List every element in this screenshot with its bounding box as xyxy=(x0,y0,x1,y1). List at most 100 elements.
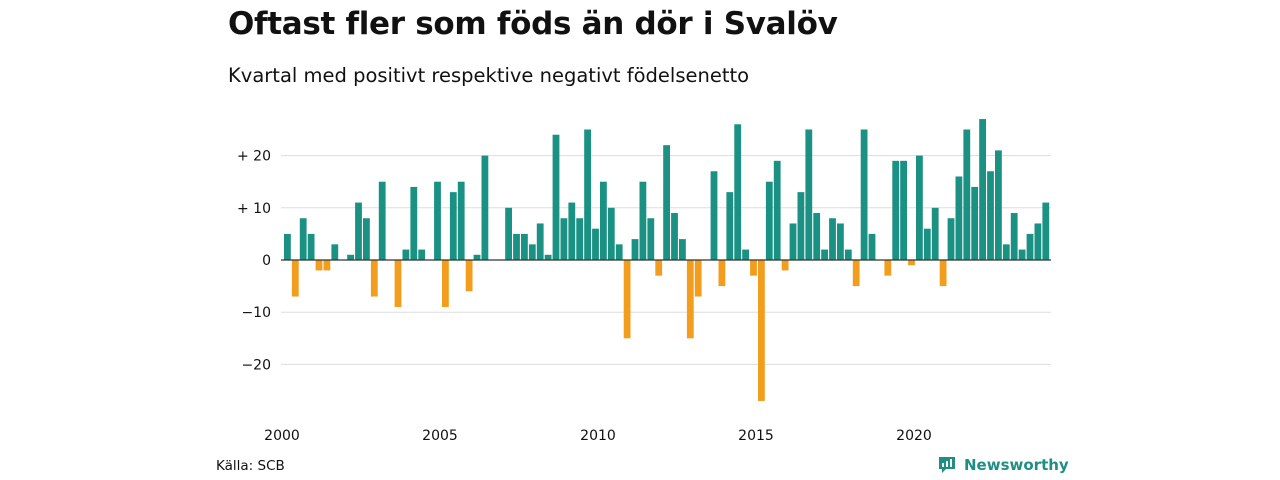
bar-positive xyxy=(284,233,291,260)
bar-positive xyxy=(710,171,718,260)
newsworthy-logo-icon xyxy=(939,457,955,473)
bar-positive xyxy=(552,134,560,260)
bar-positive xyxy=(449,192,457,260)
bar-positive xyxy=(584,129,591,260)
bar-positive xyxy=(402,249,410,260)
bar-positive xyxy=(829,218,836,260)
bar-negative xyxy=(323,260,331,271)
newsworthy-brand[interactable]: Newsworthy xyxy=(937,455,1069,475)
bar-positive xyxy=(521,233,528,260)
bar-positive xyxy=(347,254,354,260)
bar-positive xyxy=(1018,249,1026,260)
bar-positive xyxy=(592,228,599,260)
bar-positive xyxy=(481,155,489,260)
bar-negative xyxy=(655,260,663,276)
bar-positive xyxy=(844,249,852,260)
bars xyxy=(284,119,1050,401)
bar-positive xyxy=(505,207,512,260)
x-tick-label: 2010 xyxy=(580,428,616,444)
bar-positive xyxy=(513,233,520,260)
bar-positive xyxy=(900,160,907,260)
bar-positive xyxy=(742,249,749,260)
bar-negative xyxy=(750,260,757,276)
bar-positive xyxy=(639,181,647,260)
y-tick-label: −20 xyxy=(241,357,271,373)
bar-positive xyxy=(963,129,971,260)
bar-positive xyxy=(837,223,844,260)
x-tick-label: 2020 xyxy=(896,428,932,444)
bar-negative xyxy=(623,260,631,339)
bar-negative xyxy=(442,260,449,307)
bar-positive xyxy=(1002,244,1010,260)
bar-negative xyxy=(758,260,765,401)
y-tick-label: 0 xyxy=(262,253,271,269)
y-tick-label: + 10 xyxy=(237,201,271,217)
bar-negative xyxy=(291,260,299,297)
bar-negative xyxy=(884,260,892,276)
bar-positive xyxy=(457,181,465,260)
bar-positive xyxy=(363,218,370,260)
bar-negative xyxy=(939,260,947,287)
bar-positive xyxy=(663,145,670,260)
y-axis-ticks: + 20 + 10 0 −10 −20 xyxy=(237,149,271,374)
bar-positive xyxy=(410,186,418,260)
bar-positive xyxy=(955,176,963,260)
bar-positive xyxy=(979,119,986,260)
bar-positive xyxy=(860,129,868,260)
bar-positive xyxy=(378,181,386,260)
chart-title: Oftast fler som föds än dör i Svalöv xyxy=(228,6,838,42)
bar-negative xyxy=(465,260,473,292)
bar-positive xyxy=(1034,223,1042,260)
bar-positive xyxy=(892,160,900,260)
bar-positive xyxy=(1042,202,1050,260)
source-label: Källa: SCB xyxy=(216,458,285,474)
bar-positive xyxy=(544,254,552,260)
bar-negative xyxy=(370,260,378,297)
bar-negative xyxy=(394,260,402,307)
bar-negative xyxy=(686,260,694,339)
bar-positive xyxy=(299,218,307,260)
x-tick-label: 2015 xyxy=(738,428,774,444)
y-tick-label: −10 xyxy=(241,305,271,321)
bar-negative xyxy=(781,260,789,271)
bar-positive xyxy=(923,228,931,260)
bar-positive xyxy=(473,254,481,260)
x-tick-label: 2000 xyxy=(264,428,300,444)
bar-positive xyxy=(615,244,623,260)
bar-positive xyxy=(931,207,939,260)
bar-positive xyxy=(307,233,315,260)
bar-positive xyxy=(418,249,426,260)
bar-positive xyxy=(679,239,686,260)
x-axis-ticks: 2000 2005 2010 2015 2020 xyxy=(264,428,932,444)
bar-positive xyxy=(813,213,821,260)
bar-negative xyxy=(694,260,702,297)
bar-positive xyxy=(1026,233,1034,260)
x-tick-label: 2005 xyxy=(422,428,458,444)
bar-positive xyxy=(789,223,797,260)
bar-positive xyxy=(607,207,615,260)
bar-positive xyxy=(765,181,773,260)
bar-positive xyxy=(726,192,734,260)
bar-positive xyxy=(797,192,805,260)
bar-positive xyxy=(916,155,923,260)
brand-name: Newsworthy xyxy=(964,456,1069,474)
bar-positive xyxy=(773,160,781,260)
bar-positive xyxy=(987,171,994,260)
bar-positive xyxy=(576,218,584,260)
bar-positive xyxy=(536,223,544,260)
bar-negative xyxy=(852,260,860,287)
bar-positive xyxy=(821,249,828,260)
bar-positive xyxy=(868,233,876,260)
bar-positive xyxy=(971,186,979,260)
bar-positive xyxy=(331,244,339,260)
bar-chart: + 20 + 10 0 −10 −20 2000 2005 2010 2015 2020 xyxy=(237,119,1051,444)
bar-positive xyxy=(947,218,955,260)
bar-positive xyxy=(734,124,742,260)
bar-positive xyxy=(434,181,441,260)
bar-negative xyxy=(315,260,323,271)
bar-positive xyxy=(995,150,1002,260)
bar-negative xyxy=(718,260,726,287)
bar-positive xyxy=(647,218,655,260)
bar-positive xyxy=(671,213,678,260)
bar-positive xyxy=(528,244,536,260)
